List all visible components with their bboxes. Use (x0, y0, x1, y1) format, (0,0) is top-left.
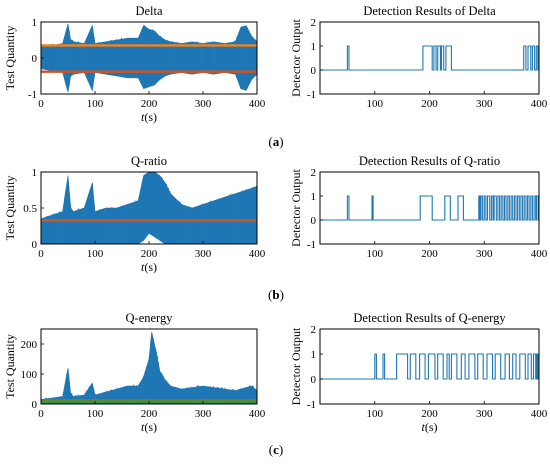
x-tick-label: 100 (367, 248, 384, 260)
chart-title: Q-energy (126, 311, 174, 325)
x-tick-label: 200 (421, 98, 438, 110)
y-tick-label: 1 (32, 167, 38, 179)
y-tick-label: 1 (32, 17, 38, 29)
y-axis-label: Test Quantity (3, 176, 17, 241)
y-tick-label: -1 (28, 89, 37, 101)
y-axis-label: Detector Output (289, 327, 303, 405)
chart-qenergy-detect: 100 200 300 400 -1 0 1 2 Detection Results of Q-… (289, 311, 548, 434)
x-tick-label: 400 (531, 408, 548, 420)
y-tick-label: 2 (311, 167, 317, 179)
y-axis-label: Detector Output (289, 19, 303, 97)
x-tick-label: 300 (476, 98, 493, 110)
y-tick-label: 2 (311, 324, 317, 336)
y-tick-label: 2 (311, 17, 317, 29)
detector-output-line (320, 353, 539, 380)
x-axis-label: t(s) (141, 110, 157, 124)
panel-label: (a) (268, 134, 283, 149)
chart-title: Detection Results of Q-energy (353, 311, 506, 325)
x-tick-label: 200 (141, 408, 158, 420)
y-tick-label: 0 (32, 239, 38, 251)
plot-area (320, 195, 539, 221)
x-tick-label: 300 (476, 248, 493, 260)
x-tick-label: 200 (421, 408, 438, 420)
x-tick-label: 300 (195, 248, 212, 260)
x-tick-label: 200 (141, 98, 158, 110)
x-tick-label: 0 (38, 248, 44, 260)
x-tick-label: 200 (421, 248, 438, 260)
chart-title: Delta (135, 4, 163, 18)
y-tick-label: 1 (311, 41, 317, 53)
x-tick-label: 400 (531, 98, 548, 110)
x-axis-label: t(s) (421, 420, 437, 434)
y-axis-label: Detector Output (289, 169, 303, 247)
axes-box (319, 328, 540, 405)
y-tick-label: 1 (311, 349, 317, 361)
y-tick-label: -1 (307, 239, 316, 251)
chart-qratio: 0 100 200 300 400 0 0.5 1 Q-ratio Test Quantity t(… (3, 154, 266, 274)
x-tick-label: 300 (195, 98, 212, 110)
axes-box (319, 21, 540, 95)
x-tick-label: 100 (87, 98, 104, 110)
y-tick-label: -1 (307, 399, 316, 411)
plot-area (41, 172, 257, 244)
chart-qenergy: 0 100 200 300 400 0 100 200 Q-energy Test Quantit… (3, 311, 266, 434)
y-tick-label: 0 (311, 215, 317, 227)
y-axis-label: Test Quantity (3, 26, 17, 91)
x-tick-label: 400 (249, 408, 266, 420)
x-axis-label: t(s) (141, 260, 157, 274)
x-tick-label: 200 (141, 248, 158, 260)
x-tick-label: 400 (249, 248, 266, 260)
x-tick-label: 300 (195, 408, 212, 420)
x-tick-label: 100 (87, 248, 104, 260)
x-tick-label: 300 (476, 408, 493, 420)
y-tick-label: 0 (32, 53, 38, 65)
y-tick-label: 0 (311, 374, 317, 386)
x-tick-label: 100 (367, 98, 384, 110)
chart-qratio-detect: 100 200 300 400 -1 0 1 2 Detection Results of Q-… (289, 154, 548, 260)
y-tick-label: 1 (311, 191, 317, 203)
chart-title: Detection Results of Delta (363, 4, 496, 18)
panel-label: (c) (269, 442, 283, 457)
x-tick-label: 0 (38, 408, 44, 420)
chart-title: Detection Results of Q-ratio (359, 154, 500, 168)
x-axis-label: t(s) (141, 420, 157, 434)
chart-delta-detect: 100 200 300 400 -1 0 1 2 Detection Results of De… (289, 4, 548, 110)
series-envelope (41, 23, 257, 93)
plot-area (41, 331, 257, 404)
panel-label: (b) (268, 287, 284, 302)
plot-area (320, 45, 539, 71)
y-tick-label: 100 (21, 369, 38, 381)
x-tick-label: 400 (531, 248, 548, 260)
x-tick-label: 0 (38, 98, 44, 110)
detector-output-line (320, 195, 539, 221)
chart-title: Q-ratio (131, 154, 167, 168)
y-tick-label: 0 (32, 399, 38, 411)
x-tick-label: 400 (249, 98, 266, 110)
x-tick-label: 100 (367, 408, 384, 420)
detector-output-line (320, 45, 539, 71)
x-tick-label: 100 (87, 408, 104, 420)
plot-area (320, 353, 539, 380)
y-axis-label: Test Quantity (3, 334, 17, 399)
y-tick-label: 0.5 (23, 203, 37, 215)
y-tick-label: 200 (21, 339, 38, 351)
plot-area (41, 23, 257, 93)
y-tick-label: -1 (307, 89, 316, 101)
y-tick-label: 0 (311, 65, 317, 77)
